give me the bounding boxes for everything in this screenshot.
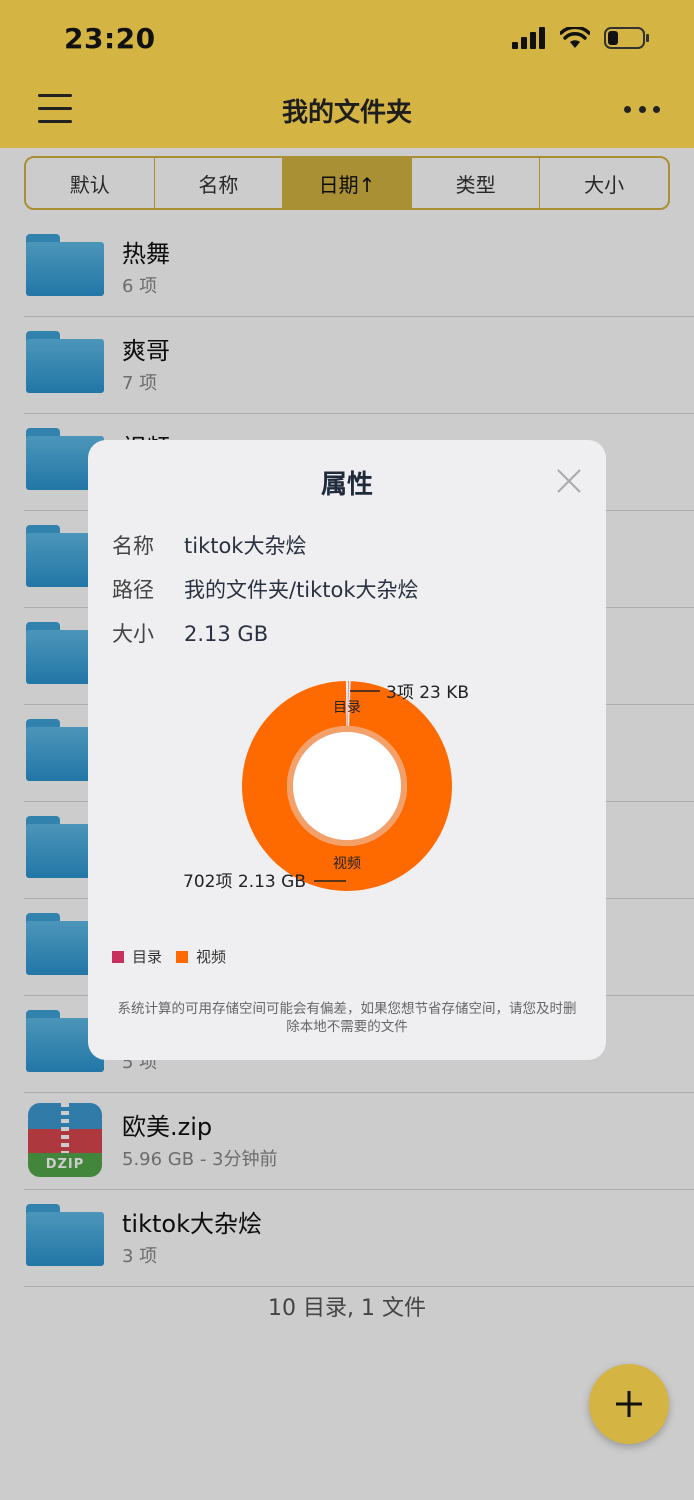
zip-icon: DZIP — [28, 1103, 102, 1177]
file-name: 欧美.zip — [122, 1113, 213, 1141]
data-label: 702项 2.13 GB — [183, 872, 306, 892]
status-bar: 23:20 — [0, 0, 694, 80]
sort-tab-size[interactable]: 大小 — [584, 172, 625, 197]
file-meta: 7 项 — [122, 373, 158, 394]
list-item[interactable]: tiktok大杂烩 3 项 — [0, 1190, 694, 1287]
sort-tab-default[interactable]: 默认 — [26, 158, 155, 208]
page-title: 我的文件夹 — [281, 98, 412, 128]
app-header: 23:20 我的文件夹 — [0, 0, 694, 148]
list-item[interactable]: 热舞 6 项 — [0, 220, 694, 317]
chart-inner-ring — [287, 726, 407, 846]
slice-label: 视频 — [333, 856, 361, 872]
sort-tab-type[interactable]: 类型 — [412, 158, 541, 208]
chart-slice-directory — [347, 681, 349, 727]
file-meta: 6 项 — [122, 276, 158, 297]
property-value: 2.13 GB — [184, 622, 269, 646]
list-item[interactable]: DZIP 欧美.zip 5.96 GB - 3分钟前 — [0, 1093, 694, 1190]
file-name: 爽哥 — [122, 337, 170, 365]
folder-icon — [26, 234, 104, 296]
dialog-note: 系统计算的可用存储空间可能会有偏差，如果您想节省存储空间，请您及时删除本地不需要… — [117, 1001, 577, 1035]
add-button[interactable] — [589, 1364, 669, 1444]
property-label: 路径 — [112, 578, 154, 602]
file-meta: 5.96 GB - 3分钟前 — [122, 1149, 278, 1170]
more-options-button[interactable] — [624, 106, 660, 116]
file-meta: 3 项 — [122, 1246, 158, 1267]
legend-label: 视频 — [196, 948, 227, 966]
legend-swatch — [176, 950, 189, 963]
nav-bar: 我的文件夹 — [0, 80, 694, 148]
legend-item: 目录 — [112, 946, 162, 967]
list-item[interactable]: 爽哥 7 项 — [0, 317, 694, 414]
sort-tab-name[interactable]: 名称 — [155, 158, 284, 208]
folder-summary: 10 目录, 1 文件 — [268, 1296, 426, 1321]
sort-tab-date[interactable]: 日期↑ — [283, 158, 412, 208]
close-icon[interactable] — [556, 468, 582, 494]
sort-tabs: 默认 名称 日期↑ 类型 大小 — [24, 156, 670, 210]
folder-icon — [26, 331, 104, 393]
wifi-icon — [560, 27, 590, 48]
zip-badge: DZIP — [28, 1153, 102, 1177]
properties-dialog: 属性 名称 tiktok大杂烩 路径 我的文件夹/tiktok大杂烩 大小 2.13 … — [88, 440, 606, 1060]
battery-icon — [604, 27, 649, 49]
legend-swatch — [112, 950, 124, 963]
file-name: 热舞 — [122, 240, 170, 268]
file-name: tiktok大杂烩 — [122, 1210, 262, 1238]
legend-label: 目录 — [132, 948, 163, 966]
legend-item: 视频 — [176, 946, 226, 967]
status-icons — [512, 26, 650, 50]
folder-icon — [26, 1204, 104, 1266]
data-label: 3项 23 KB — [386, 683, 469, 703]
menu-button[interactable] — [38, 94, 74, 126]
property-label: 名称 — [112, 534, 154, 558]
chart-center — [293, 732, 401, 840]
slice-label: 目录 — [333, 700, 361, 716]
chart-slice-video — [241, 681, 452, 891]
status-time: 23:20 — [64, 22, 156, 55]
chart-legend: 目录 视频 — [112, 946, 240, 967]
property-path-row: 路径 我的文件夹/tiktok大杂烩 — [112, 574, 419, 604]
property-value: 我的文件夹/tiktok大杂烩 — [184, 578, 419, 602]
property-label: 大小 — [112, 622, 154, 646]
property-value: tiktok大杂烩 — [184, 534, 307, 558]
plus-icon — [616, 1391, 642, 1417]
signal-icon — [512, 27, 545, 49]
dialog-title: 属性 — [320, 470, 373, 500]
property-size-row: 大小 2.13 GB — [112, 618, 268, 648]
property-name-row: 名称 tiktok大杂烩 — [112, 530, 306, 560]
